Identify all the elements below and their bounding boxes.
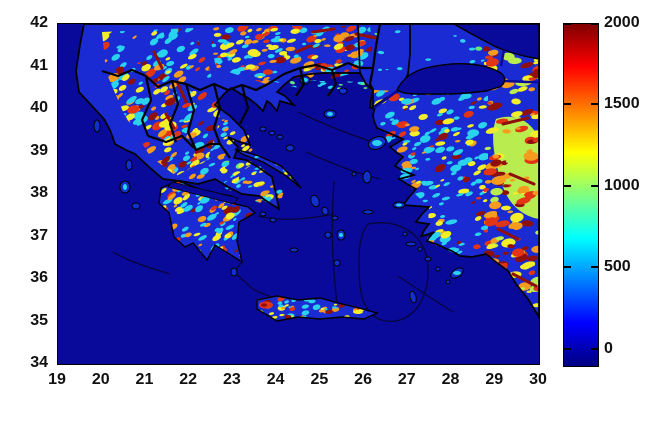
island xyxy=(259,126,267,132)
island-terrain xyxy=(453,271,461,275)
island xyxy=(402,231,408,237)
x-tick-label: 21 xyxy=(135,371,154,388)
island xyxy=(93,119,101,133)
colorbar-tick-mark xyxy=(564,266,571,269)
crete-darkred-peak xyxy=(261,303,267,307)
island xyxy=(417,246,423,252)
y-tick-label: 39 xyxy=(30,141,48,159)
colorbar-tick-mark xyxy=(591,184,598,187)
x-tick-label: 20 xyxy=(91,371,110,388)
island xyxy=(125,159,133,171)
colorbar-tick-mark xyxy=(564,23,571,25)
island xyxy=(310,194,320,208)
islands-group xyxy=(93,75,464,304)
island xyxy=(338,87,348,95)
x-tick-label: 23 xyxy=(223,371,241,388)
island xyxy=(409,290,417,304)
y-tick-label: 42 xyxy=(30,14,48,31)
colorbar xyxy=(563,23,599,367)
island xyxy=(289,247,299,253)
x-tick-label: 28 xyxy=(441,371,460,388)
island xyxy=(268,130,276,136)
island xyxy=(269,217,277,223)
colorbar-tick-mark xyxy=(564,347,571,350)
y-tick-label: 34 xyxy=(30,354,48,371)
island xyxy=(276,134,284,140)
colorbar-tick-mark xyxy=(591,23,598,25)
black-sea-corner xyxy=(452,24,539,60)
x-tick-label: 29 xyxy=(485,371,504,388)
x-tick-label: 30 xyxy=(529,371,547,388)
crete-yellow-ridge xyxy=(353,310,363,314)
y-tick-label: 41 xyxy=(30,56,48,74)
island-terrain xyxy=(396,203,402,207)
colorbar-tick-label: 2000 xyxy=(604,14,640,31)
terrain-ridge-accents xyxy=(152,27,538,288)
island xyxy=(230,267,238,277)
island xyxy=(131,202,141,210)
colorbar-tick-label: 0 xyxy=(604,339,613,357)
y-tick-label: 40 xyxy=(30,99,48,116)
border-lines xyxy=(101,24,382,159)
x-tick-label: 26 xyxy=(354,371,372,388)
island xyxy=(285,144,295,152)
sea-of-marmara xyxy=(396,63,506,95)
y-tick-label: 36 xyxy=(30,269,48,286)
colorbar-tick-mark xyxy=(591,266,598,269)
island xyxy=(351,171,357,177)
island xyxy=(324,231,332,239)
sea-boundary-lines xyxy=(112,111,454,322)
island xyxy=(405,241,417,247)
gulf-of-corinth xyxy=(167,181,239,205)
x-tick-label: 19 xyxy=(48,371,66,388)
island xyxy=(445,279,451,285)
map-canvas xyxy=(58,24,539,364)
island xyxy=(321,206,329,216)
y-tick-label: 38 xyxy=(30,184,48,201)
plot-area xyxy=(57,23,540,365)
colorbar-tick-mark xyxy=(564,184,571,187)
x-tick-label: 24 xyxy=(266,371,285,388)
island-terrain xyxy=(372,140,382,146)
island xyxy=(435,266,441,272)
straits xyxy=(373,49,539,110)
colorbar-tick-label: 500 xyxy=(604,258,631,276)
island-terrain xyxy=(123,184,127,190)
x-tick-label: 25 xyxy=(310,371,329,388)
y-tick-label: 37 xyxy=(30,226,48,244)
island xyxy=(424,256,432,262)
coastline xyxy=(158,180,257,264)
island xyxy=(362,209,374,215)
island xyxy=(259,211,267,217)
colorbar-tick-label: 1500 xyxy=(604,95,640,113)
x-tick-label: 27 xyxy=(397,371,416,388)
colorbar-tick-mark xyxy=(591,103,598,106)
island xyxy=(362,170,372,184)
colorbar-tick-mark xyxy=(591,347,598,350)
x-tick-label: 22 xyxy=(179,371,198,388)
colorbar-tick-label: 1000 xyxy=(604,176,640,194)
y-tick-label: 35 xyxy=(30,311,48,329)
island xyxy=(333,259,341,267)
island-terrain xyxy=(327,112,333,116)
colorbar-tick-mark xyxy=(564,103,571,106)
island-terrain xyxy=(339,233,343,237)
coastline xyxy=(234,148,302,189)
island xyxy=(331,215,339,221)
coastline xyxy=(256,295,380,322)
